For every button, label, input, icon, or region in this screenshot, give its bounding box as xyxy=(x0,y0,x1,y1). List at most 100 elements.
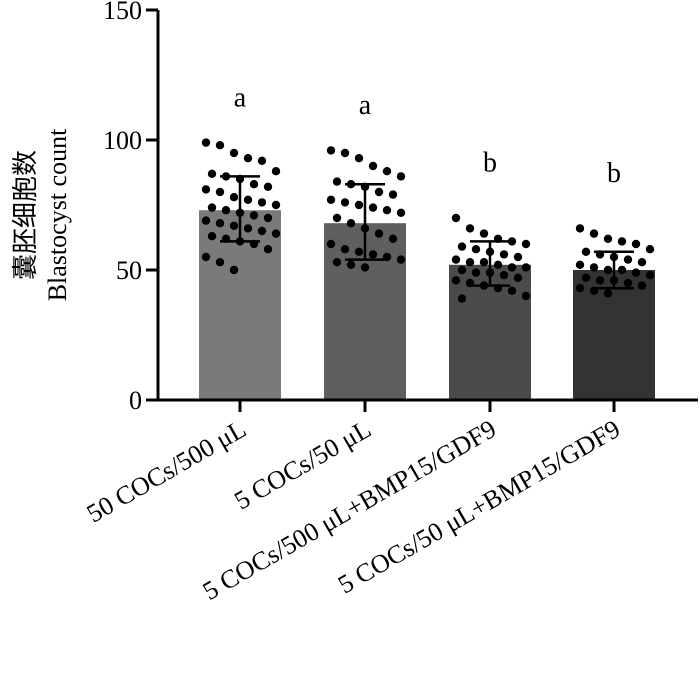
data-point-0-11 xyxy=(201,185,211,194)
data-point-0-24 xyxy=(229,221,239,230)
data-point-2-14 xyxy=(493,260,503,269)
data-point-1-11 xyxy=(326,195,336,204)
y-axis-title-cn: 囊胚细胞数 xyxy=(11,150,40,280)
data-point-0-15 xyxy=(257,198,267,207)
data-point-1-18 xyxy=(346,219,356,228)
data-point-3-24 xyxy=(603,289,613,298)
data-point-0-35 xyxy=(229,265,239,275)
data-point-1-27 xyxy=(396,255,406,264)
data-point-2-20 xyxy=(499,271,509,280)
data-point-0-17 xyxy=(207,203,217,212)
data-point-2-3 xyxy=(493,234,503,243)
data-point-3-19 xyxy=(609,276,619,285)
data-point-2-13 xyxy=(479,258,489,267)
data-point-0-7 xyxy=(221,172,231,181)
data-point-3-18 xyxy=(595,276,605,285)
data-point-0-34 xyxy=(215,258,225,267)
data-point-2-12 xyxy=(465,258,475,267)
data-point-1-25 xyxy=(368,250,378,259)
data-point-2-19 xyxy=(485,268,495,277)
data-point-2-25 xyxy=(493,284,503,293)
data-point-1-3 xyxy=(368,161,378,171)
bar-3 xyxy=(573,270,655,400)
data-point-0-19 xyxy=(235,208,245,217)
data-point-0-9 xyxy=(249,180,259,189)
bar-2 xyxy=(449,264,531,400)
data-point-0-14 xyxy=(243,195,253,204)
y-tick-label-0: 0 xyxy=(129,386,142,415)
data-point-3-3 xyxy=(617,237,627,246)
data-point-3-13 xyxy=(603,265,613,275)
data-point-0-25 xyxy=(243,224,253,233)
y-axis-title: 囊胚细胞数 Blastocyst count xyxy=(11,128,72,301)
data-point-3-8 xyxy=(609,252,619,262)
data-point-2-8 xyxy=(485,247,495,256)
chart-marks: a a b b xyxy=(199,82,655,400)
data-point-2-27 xyxy=(521,291,531,301)
data-point-1-23 xyxy=(340,245,350,254)
data-point-1-4 xyxy=(382,167,392,176)
data-point-2-5 xyxy=(521,239,531,249)
y-tick-label-50: 50 xyxy=(116,256,142,285)
significance-label-0: a xyxy=(234,82,247,113)
data-point-0-21 xyxy=(263,213,273,223)
data-point-2-17 xyxy=(457,265,467,275)
data-point-3-20 xyxy=(623,278,633,288)
data-point-2-7 xyxy=(471,245,481,254)
data-point-1-8 xyxy=(360,182,370,191)
data-point-3-4 xyxy=(631,239,641,249)
data-point-3-5 xyxy=(645,245,655,254)
data-point-1-28 xyxy=(332,258,342,267)
data-point-3-15 xyxy=(631,268,641,277)
data-point-0-12 xyxy=(215,187,225,197)
data-point-1-14 xyxy=(368,203,378,212)
data-point-2-26 xyxy=(507,286,517,295)
data-point-3-12 xyxy=(589,263,599,272)
data-point-0-1 xyxy=(215,141,225,150)
data-point-2-21 xyxy=(513,273,523,282)
data-point-3-14 xyxy=(617,265,627,275)
data-point-1-20 xyxy=(374,229,384,238)
data-point-2-22 xyxy=(451,276,461,285)
data-point-2-0 xyxy=(451,213,461,223)
data-point-1-29 xyxy=(346,260,356,269)
significance-label-1: a xyxy=(359,90,372,121)
data-point-2-1 xyxy=(465,224,475,233)
data-point-2-11 xyxy=(451,255,461,264)
y-axis-ticks: 0 50 100 150 xyxy=(103,0,158,415)
data-point-2-9 xyxy=(499,250,509,259)
data-point-2-16 xyxy=(521,263,531,272)
data-point-3-22 xyxy=(575,284,585,293)
data-point-1-19 xyxy=(360,224,370,233)
y-axis-title-en: Blastocyst count xyxy=(43,128,72,301)
data-point-2-23 xyxy=(465,278,475,288)
data-point-1-1 xyxy=(340,148,350,158)
data-point-3-0 xyxy=(575,224,585,233)
data-point-0-5 xyxy=(271,167,281,176)
data-point-0-6 xyxy=(207,169,217,178)
data-point-1-6 xyxy=(332,177,342,186)
y-tick-label-150: 150 xyxy=(103,0,142,25)
data-point-2-18 xyxy=(471,268,481,277)
data-point-0-29 xyxy=(221,234,231,243)
significance-label-3: b xyxy=(607,158,621,189)
data-point-0-4 xyxy=(257,156,267,165)
data-point-1-2 xyxy=(354,154,364,163)
data-point-1-26 xyxy=(382,252,392,262)
data-point-0-28 xyxy=(207,232,217,241)
x-axis-ticks: 50 COCs/500 μL5 COCs/50 μL5 COCs/500 μL+… xyxy=(82,400,625,606)
data-point-0-16 xyxy=(271,200,281,210)
data-point-1-13 xyxy=(354,200,364,210)
data-point-0-8 xyxy=(235,174,245,184)
data-point-3-17 xyxy=(581,273,591,282)
data-point-1-12 xyxy=(340,198,350,207)
data-point-0-27 xyxy=(271,229,281,238)
data-point-1-16 xyxy=(396,208,406,217)
data-point-1-7 xyxy=(346,180,356,189)
data-point-3-7 xyxy=(595,250,605,259)
data-point-3-23 xyxy=(589,286,599,295)
data-point-0-2 xyxy=(229,148,239,158)
significance-label-2: b xyxy=(483,147,497,178)
